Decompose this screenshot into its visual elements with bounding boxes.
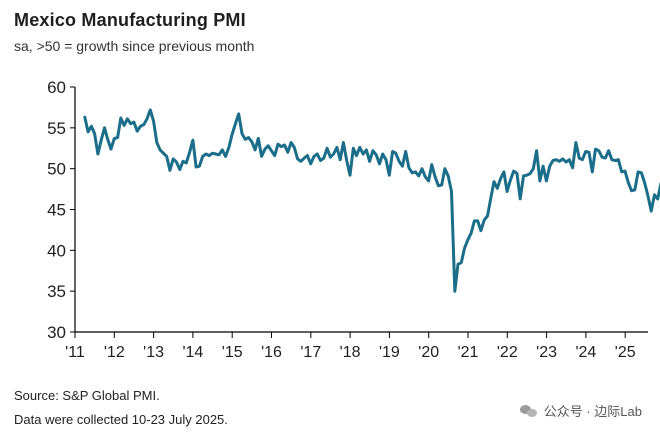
x-tick-label: '14	[182, 344, 203, 361]
x-tick-label: '15	[222, 344, 243, 361]
x-tick-label: '16	[261, 344, 282, 361]
x-tick-label: '11	[65, 344, 85, 361]
watermark-text: 公众号 · 边际Lab	[543, 404, 642, 419]
wechat-icon	[519, 404, 538, 418]
x-tick-label: '20	[418, 344, 439, 361]
pmi-series-line	[83, 108, 660, 293]
x-tick-label: '23	[536, 344, 557, 361]
y-tick-label: 40	[47, 241, 66, 260]
y-tick-label: 50	[47, 160, 66, 179]
y-tick-label: 60	[47, 78, 66, 97]
collection-note: Data were collected 10-23 July 2025.	[14, 412, 228, 427]
x-tick-label: '19	[379, 344, 400, 361]
watermark: 公众号 · 边际Lab	[519, 401, 642, 420]
chart-subtitle: sa, >50 = growth since previous month	[14, 38, 255, 54]
x-tick-label: '21	[458, 344, 479, 361]
y-tick-label: 35	[47, 282, 66, 301]
y-tick-label: 55	[47, 119, 66, 138]
x-tick-label: '18	[340, 344, 361, 361]
x-tick-label: '24	[575, 344, 596, 361]
x-tick-label: '17	[300, 344, 321, 361]
chart-title: Mexico Manufacturing PMI	[14, 10, 246, 30]
x-tick-label: '13	[143, 344, 164, 361]
x-tick-label: '25	[615, 344, 636, 361]
source-note: Source: S&P Global PMI.	[14, 388, 160, 403]
x-tick-label: '12	[104, 344, 125, 361]
x-tick-label: '22	[497, 344, 518, 361]
y-tick-label: 45	[47, 201, 66, 220]
y-tick-label: 30	[47, 323, 66, 342]
pmi-line-chart: 30 35 40 45 50 55 60 '11 '12 '13 '14 '15 '16 '17 '18 '1…	[47, 78, 660, 361]
